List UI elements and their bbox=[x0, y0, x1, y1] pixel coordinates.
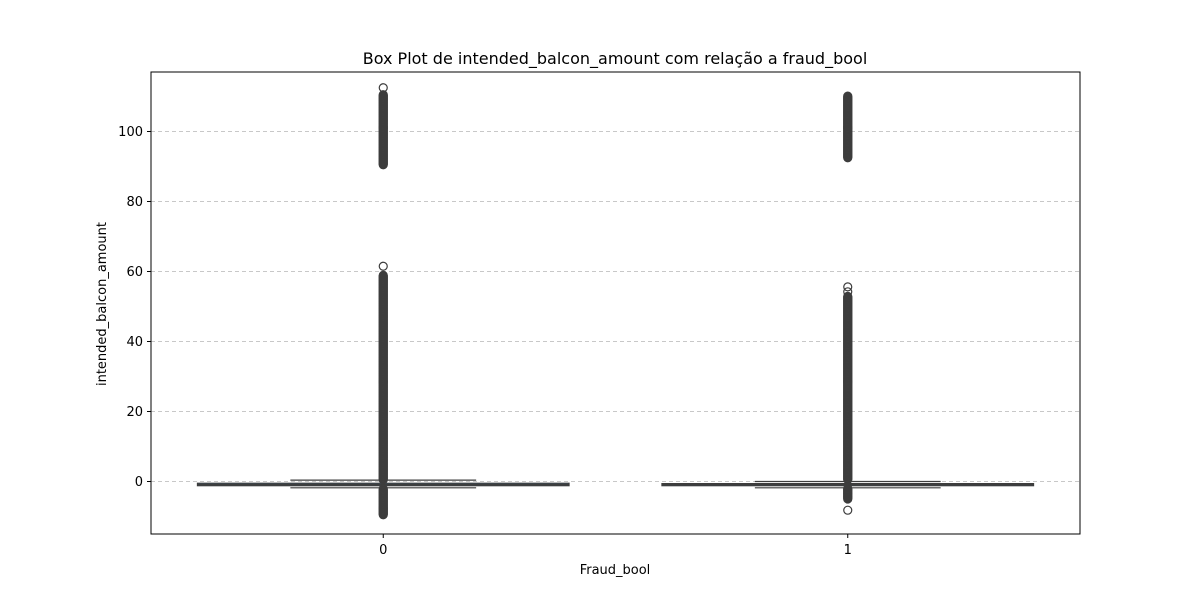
outlier-point bbox=[843, 483, 853, 494]
x-axis-label: Fraud_bool bbox=[580, 563, 651, 578]
outlier-point bbox=[378, 90, 388, 100]
y-tick-label: 0 bbox=[135, 475, 143, 490]
y-tick-label: 40 bbox=[126, 335, 143, 350]
outlier-point bbox=[378, 261, 388, 271]
outlier-point bbox=[843, 505, 853, 515]
y-axis: 0 20 40 60 80 100 bbox=[118, 125, 151, 490]
plot-frame bbox=[150, 71, 1081, 535]
outlier-point bbox=[378, 270, 388, 280]
y-gridlines bbox=[151, 131, 1080, 482]
outliers-0 bbox=[378, 83, 388, 520]
y-tick-label: 20 bbox=[126, 405, 143, 420]
outlier-point bbox=[378, 484, 388, 494]
outlier-point bbox=[378, 83, 388, 93]
outliers-1 bbox=[843, 91, 853, 515]
x-tick-label: 0 bbox=[379, 543, 387, 558]
y-tick-label: 100 bbox=[118, 125, 143, 140]
box-group-1 bbox=[661, 91, 1035, 515]
outlier-point bbox=[843, 282, 853, 292]
outlier-point bbox=[843, 287, 853, 297]
outlier-point bbox=[843, 291, 853, 301]
y-tick-label: 80 bbox=[126, 195, 143, 210]
x-tick-label: 1 bbox=[844, 543, 852, 558]
y-axis-label: intended_balcon_amount bbox=[95, 222, 110, 386]
y-tick-label: 60 bbox=[126, 265, 143, 280]
chart-title: Box Plot de intended_balcon_amount com r… bbox=[363, 49, 868, 69]
outlier-point bbox=[843, 91, 853, 101]
box-group-0 bbox=[196, 83, 570, 520]
box-series bbox=[196, 83, 1035, 520]
